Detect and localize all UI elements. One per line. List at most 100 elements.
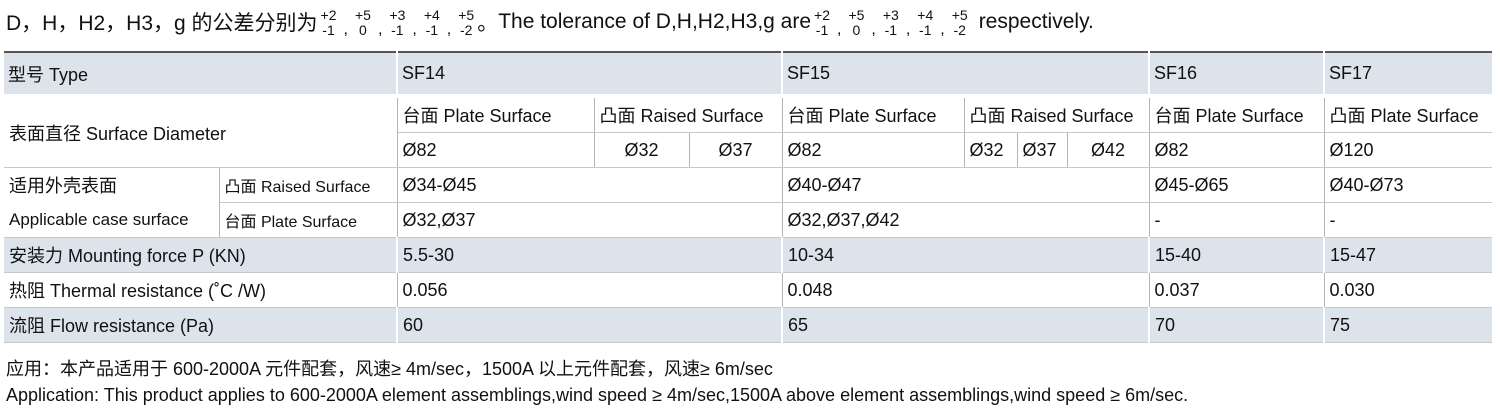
cell: Ø82 bbox=[1149, 132, 1325, 168]
tolerance: +4 -1 bbox=[917, 8, 933, 38]
cell: 台面 Plate Surface bbox=[219, 202, 398, 238]
separator: , bbox=[412, 21, 417, 38]
cell: 凸面 Raised Surface bbox=[219, 167, 398, 203]
tolerance: +5 -2 bbox=[458, 8, 474, 38]
footer-cn: 应用：本产品适用于 600-2000A 元件配套，风速≥ 4m/sec，1500… bbox=[6, 359, 773, 379]
tolerance-lower: -1 bbox=[815, 22, 829, 38]
tolerance-lower: 0 bbox=[852, 22, 861, 38]
cell: SF17 bbox=[1324, 51, 1493, 98]
tolerance-upper: +4 bbox=[423, 7, 440, 23]
cell: Ø37 bbox=[1017, 132, 1068, 168]
separator: , bbox=[905, 21, 911, 38]
cell-line: Applicable case surface bbox=[9, 209, 189, 229]
separator: , bbox=[837, 21, 842, 38]
tolerance-lower: -2 bbox=[953, 22, 966, 38]
cell: SF14 bbox=[397, 51, 783, 98]
cell-line: 适用外壳表面 bbox=[9, 175, 117, 196]
cell: Ø32 bbox=[594, 132, 690, 168]
cell: 0.030 bbox=[1324, 272, 1493, 308]
cell: Ø40-Ø47 bbox=[782, 167, 1150, 203]
suffix-cn: 。 bbox=[477, 12, 499, 35]
tolerance-upper: +2 bbox=[320, 7, 337, 23]
cell: 台面 Plate Surface bbox=[1149, 96, 1325, 133]
tolerance-lower: -1 bbox=[425, 22, 439, 38]
tolerance-lower: 0 bbox=[359, 22, 367, 38]
tolerance-lower: -1 bbox=[884, 22, 898, 38]
row-flow: 流阻 Flow resistance (Pa) 60 65 70 75 bbox=[4, 307, 1493, 343]
cell: Ø32 bbox=[964, 132, 1018, 168]
tolerance-upper: +4 bbox=[917, 7, 934, 23]
cell: 台面 Plate Surface bbox=[782, 96, 965, 133]
cell: Ø32,Ø37 bbox=[397, 202, 783, 238]
cell: Ø37 bbox=[689, 132, 783, 168]
tolerance: +5 0 bbox=[355, 8, 371, 38]
row-case-raised: 适用外壳表面 Applicable case surface 凸面 Raised… bbox=[4, 167, 1493, 238]
cell: 0.037 bbox=[1149, 272, 1325, 308]
cell: 安装力 Mounting force P (KN) bbox=[4, 237, 398, 273]
cell: 流阻 Flow resistance (Pa) bbox=[4, 307, 398, 343]
tolerance: +4 -1 bbox=[424, 8, 440, 38]
tolerance: +2 -1 bbox=[814, 8, 830, 38]
separator: , bbox=[343, 21, 348, 38]
separator: , bbox=[871, 21, 876, 38]
cell: - bbox=[1149, 202, 1325, 238]
cell: 热阻 Thermal resistance (˚C /W) bbox=[4, 272, 398, 308]
tolerance-line: D，H，H2，H3，g 的公差分别为 +2 -1, +5 0, +3 -1, +4 -1, +5-… bbox=[6, 0, 1094, 44]
cell: Ø82 bbox=[397, 132, 595, 168]
cell: 10-34 bbox=[782, 237, 1151, 273]
cell: 凸面 Raised Surface bbox=[964, 96, 1150, 133]
tolerance: +5 0 bbox=[848, 8, 864, 38]
cell: - bbox=[1324, 202, 1493, 238]
cell: 0.056 bbox=[397, 272, 783, 308]
cell: Ø42 bbox=[1067, 132, 1150, 168]
intro-cn: D，H，H2，H3，g 的公差分别为 bbox=[6, 12, 318, 35]
cell: Ø45-Ø65 bbox=[1149, 167, 1325, 203]
row-case-plate: 台面 Plate Surface Ø32,Ø37 Ø32,Ø37,Ø42 - - bbox=[4, 202, 1493, 238]
tolerance: +5 -2 bbox=[952, 8, 968, 38]
cell: 65 bbox=[782, 307, 1151, 343]
spec-table: 型号 Type SF14 SF15 SF16 SF17 表面直径 Surface… bbox=[4, 51, 1493, 343]
separator: , bbox=[940, 21, 945, 38]
cell: 15-47 bbox=[1324, 237, 1493, 273]
tolerance: +3 -1 bbox=[883, 8, 899, 38]
suffix-en: respectively. bbox=[978, 10, 1094, 33]
row-thermal: 热阻 Thermal resistance (˚C /W) 0.056 0.04… bbox=[4, 272, 1493, 308]
cell: 60 bbox=[397, 307, 783, 343]
tolerance-upper: +5 bbox=[848, 7, 865, 23]
row-diameter: Ø82 Ø32 Ø37 Ø82 Ø32 Ø37 Ø42 Ø82 Ø120 bbox=[4, 132, 1493, 168]
tolerance-lower: -1 bbox=[391, 22, 404, 38]
row-surface: 表面直径 Surface Diameter 台面 Plate Surface 凸… bbox=[4, 96, 1493, 168]
cell: 0.048 bbox=[782, 272, 1150, 308]
cell: 15-40 bbox=[1149, 237, 1326, 273]
cell: 表面直径 Surface Diameter bbox=[4, 96, 398, 168]
tolerance: +3 -1 bbox=[389, 8, 405, 38]
tolerance-upper: +3 bbox=[882, 7, 899, 23]
tolerance-upper: +3 bbox=[389, 7, 406, 23]
cell: 台面 Plate Surface bbox=[397, 96, 595, 133]
intro-en: The tolerance of D,H,H2,H3,g are bbox=[498, 10, 812, 33]
cell: 75 bbox=[1324, 307, 1493, 343]
cell: 凸面 Raised Surface bbox=[594, 96, 783, 133]
separator: , bbox=[446, 21, 452, 38]
row-mounting: 安装力 Mounting force P (KN) 5.5-30 10-34 1… bbox=[4, 237, 1493, 273]
cell: 凸面 Plate Surface bbox=[1324, 96, 1493, 133]
cell: 适用外壳表面 Applicable case surface bbox=[4, 167, 220, 238]
separator: , bbox=[377, 21, 383, 38]
tolerance-upper: +5 bbox=[354, 7, 371, 23]
tolerance-lower: -1 bbox=[322, 22, 335, 38]
footer-en: Application: This product applies to 600… bbox=[6, 385, 1189, 405]
tolerance-upper: +5 bbox=[951, 7, 968, 23]
cell: SF16 bbox=[1149, 51, 1326, 98]
tolerance-lower: -2 bbox=[459, 22, 473, 38]
tolerance-lower: -1 bbox=[919, 22, 932, 38]
tolerance-upper: +5 bbox=[458, 7, 475, 23]
tolerance: +2 -1 bbox=[321, 8, 337, 38]
cell: 70 bbox=[1149, 307, 1326, 343]
cell: Ø82 bbox=[782, 132, 965, 168]
cell: 5.5-30 bbox=[397, 237, 783, 273]
tolerance-upper: +2 bbox=[814, 7, 830, 23]
cell: Ø34-Ø45 bbox=[397, 167, 783, 203]
cell: Ø120 bbox=[1324, 132, 1493, 168]
row-type: 型号 Type SF14 SF15 SF16 SF17 bbox=[4, 51, 1493, 98]
